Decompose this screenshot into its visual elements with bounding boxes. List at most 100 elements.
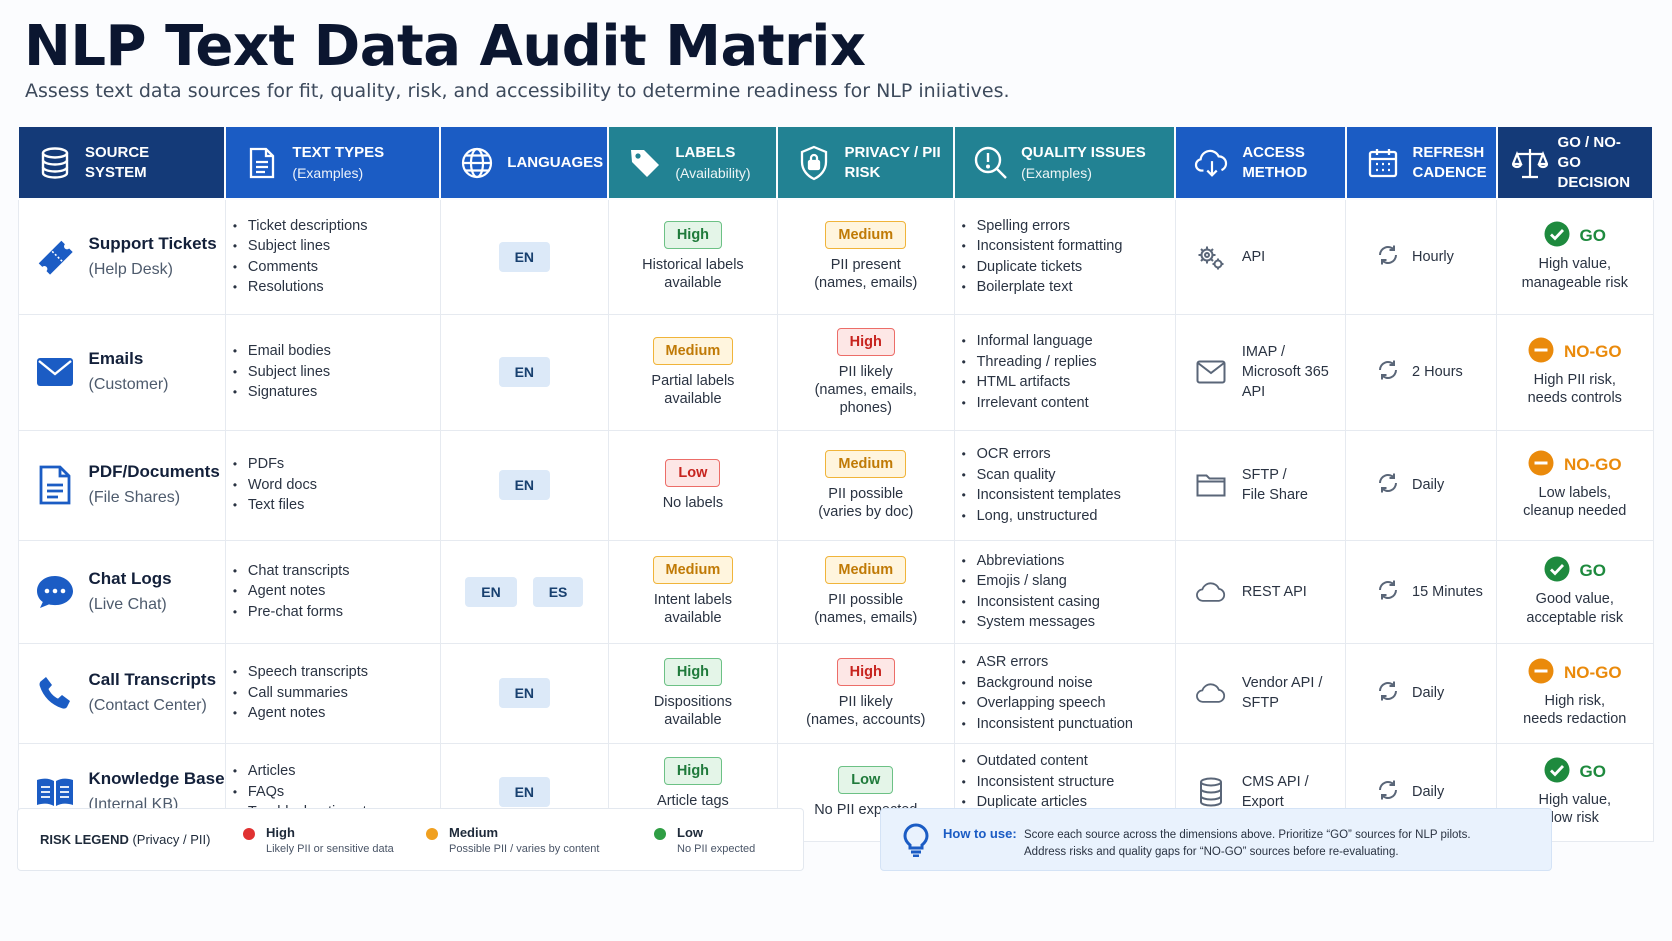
decision-note: High risk, [1544,692,1605,709]
list-item: Threading / replies [962,352,1175,373]
source-name: Support Tickets [88,233,217,253]
decision-note: low risk [1550,810,1599,826]
cell-privacy: Medium PII possible (varies by doc) [776,429,955,541]
cell-text-types: PDFsWord docsText files [224,429,441,541]
source-subtitle: (File Shares) [88,489,181,506]
open-book-icon [35,772,75,812]
cell-languages: EN [439,642,609,744]
search-alert-icon [973,145,1009,181]
labels-note: available [664,275,722,292]
cell-access-method: IMAP / Microsoft 365 API [1174,313,1347,431]
list-item: Call summaries [233,683,440,704]
refresh-value: Hourly [1412,248,1454,265]
privacy-note: (names, emails) [814,610,918,626]
header-subtitle: (Availability) [675,164,751,181]
header-title-line2: RISK [844,163,881,181]
cell-access-method: SFTP / File Share [1174,429,1347,541]
cell-decision: GO High value, manageable risk [1496,198,1654,315]
list-item: Background noise [962,673,1175,694]
cell-privacy: Medium PII present (names, emails) [776,198,955,315]
privacy-note: (names, emails, [814,381,917,398]
privacy-note: PII present [830,257,901,274]
access-method-line: API [1241,248,1266,265]
header-title: QUALITY ISSUES [1021,143,1146,161]
cell-text-types: Email bodiesSubject linesSignatures [224,313,441,431]
list-item: Pre-chat forms [233,602,440,623]
cell-languages: EN [439,313,609,431]
labels-level-badge: Medium [652,556,734,584]
cell-quality-issues: AbbreviationsEmojis / slangInconsistent … [953,539,1176,644]
decision-note: needs redaction [1523,711,1627,727]
audit-matrix-table: SOURCE SYSTEM TEXT TYPES (Examples) LANGUA… [16,125,1655,842]
cell-refresh-cadence: Hourly [1344,198,1498,315]
file-icon [35,465,75,505]
how-to-use-line: Address risks and quality gaps for “NO-G… [1024,846,1399,858]
header-title: REFRESH [1412,143,1485,161]
list-item: Outdated content [962,751,1175,772]
source-subtitle: (Live Chat) [88,595,167,613]
language-chip: EN [498,357,551,387]
decision-note: needs controls [1527,390,1622,406]
list-item: Inconsistent casing [962,592,1175,613]
check-circle-icon [1544,757,1570,787]
low-dot-icon [654,828,666,840]
language-chip: EN [465,576,517,607]
legend-item-name: Low [677,825,703,840]
calendar-icon [1365,145,1401,181]
labels-note: Partial labels [651,372,735,389]
mail-icon [1196,357,1226,387]
list-item: Resolutions [233,277,440,298]
refresh-icon [1376,243,1400,271]
list-item: Abbreviations [962,551,1175,572]
refresh-value: Daily [1412,784,1445,800]
list-item: Duplicate articles [962,792,1175,813]
cell-labels: Low No labels [607,429,778,541]
labels-note: available [664,711,722,728]
refresh-value: 2 Hours [1412,364,1463,380]
list-item: System messages [962,612,1175,633]
cell-labels: Medium Partial labels available [607,313,778,431]
scales-icon [1511,145,1548,181]
col-header-source-system: SOURCE SYSTEM [16,125,227,200]
cell-refresh-cadence: 2 Hours [1344,313,1498,431]
decision-note: Low labels, [1538,484,1612,501]
language-chip: EN [498,241,551,272]
decision-note: High value, [1538,256,1612,273]
labels-note: Dispositions [653,693,732,710]
legend-item-desc: Likely PII or sensitive data [266,843,394,855]
row-call-transcripts: Call Transcripts (Contact Center) Speech t… [17,642,1654,744]
source-name: Chat Logs [88,568,172,588]
source-name: Knowledge Base [88,769,225,788]
privacy-level-badge: High [836,327,895,356]
decision-label: NO-GO [1563,341,1622,361]
list-item: Spelling errors [962,216,1175,237]
list-item: Emojis / slang [962,571,1175,592]
cell-labels: Medium Intent labels available [607,539,778,644]
privacy-level-badge: Medium [825,449,907,478]
cell-privacy: Medium PII possible (names, emails) [776,539,955,644]
decision-label: NO-GO [1563,454,1622,474]
cell-privacy: High PII likely (names, emails, phones) [776,313,955,431]
cell-text-types: Speech transcriptsCall summariesAgent no… [224,642,441,744]
labels-level-badge: Low [665,458,721,487]
how-to-use-label: How to use: [943,826,1017,841]
labels-note: Article tags [657,792,729,809]
labels-level-badge: High [663,756,723,785]
list-item: Boilerplate text [962,277,1175,298]
labels-level-badge: Medium [652,336,734,365]
labels-level-badge: High [663,221,723,250]
cell-decision: NO-GO Low labels, cleanup needed [1496,429,1654,541]
access-method-line: CMS API / [1241,774,1309,790]
labels-note: Historical labels [642,257,744,274]
cell-source-system: PDF/Documents (File Shares) [17,429,226,541]
list-item: Subject lines [233,236,440,257]
source-name: Emails [88,349,144,368]
list-item: Overlapping speech [962,693,1175,714]
refresh-icon [1376,578,1400,606]
row-support-tickets: Support Tickets (Help Desk) Ticket descrip… [17,198,1654,315]
list-item: Agent notes [233,703,440,724]
labels-note: available [664,390,722,407]
access-method-line: Microsoft 365 [1241,364,1329,380]
refresh-value: 15 Minutes [1412,583,1483,600]
envelope-icon [35,352,75,392]
